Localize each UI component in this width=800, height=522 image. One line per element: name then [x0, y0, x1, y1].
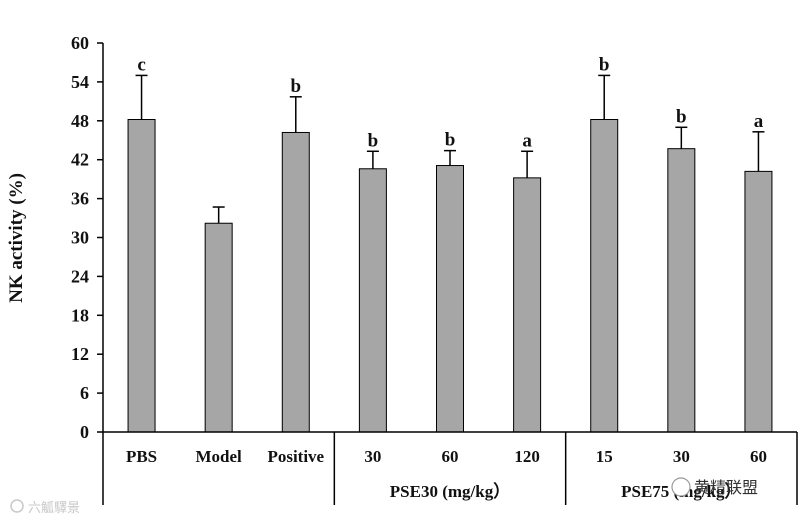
- significance-label: b: [445, 130, 456, 151]
- x-group-label: PSE30 (mg/kg）: [390, 481, 510, 501]
- y-tick-label: 12: [71, 344, 89, 364]
- watermark-right: 黄精联盟: [671, 477, 758, 497]
- watermark-left-text: 六觚驛景: [28, 501, 80, 516]
- bar: [590, 119, 619, 433]
- x-tick-label: 60: [442, 447, 459, 466]
- bar: [667, 148, 696, 433]
- y-tick-label: 48: [71, 111, 89, 131]
- bar: [204, 222, 233, 433]
- x-axis: PBS Model Positive 30 60 120 15 30 60 PSE30 (mg/k…: [102, 431, 798, 505]
- x-tick-label: PBS: [126, 447, 157, 466]
- y-axis: 0 6 12 18 24 30 36 42 48 54 60: [71, 33, 104, 442]
- significance-label: a: [522, 130, 532, 151]
- y-tick-label: 30: [71, 228, 89, 248]
- x-tick-label: 30: [673, 447, 690, 466]
- wechat-logo-icon: [671, 477, 691, 497]
- bar: [744, 170, 773, 433]
- y-tick-label: 24: [71, 266, 89, 286]
- significance-label: b: [368, 130, 379, 151]
- significance-label: b: [290, 76, 301, 97]
- bar: [358, 168, 387, 433]
- y-tick-label: 6: [80, 383, 89, 403]
- watermark-left: 六觚驛景: [10, 499, 80, 516]
- y-axis-label: NK activity (%): [6, 173, 27, 303]
- significance-label: c: [137, 54, 145, 75]
- watermark-logo-icon: [10, 499, 24, 513]
- y-tick-label: 42: [71, 150, 89, 170]
- x-tick-label: Model: [196, 447, 243, 466]
- x-tick-label: 15: [596, 447, 613, 466]
- y-tick-label: 54: [71, 72, 89, 92]
- x-tick-label: 60: [750, 447, 767, 466]
- significance-label: b: [599, 54, 610, 75]
- y-tick-label: 18: [71, 305, 89, 325]
- bar: [281, 131, 310, 433]
- y-tick-label: 36: [71, 189, 89, 209]
- y-tick-label: 60: [71, 33, 89, 53]
- bar: [127, 119, 156, 433]
- bar: [513, 177, 542, 433]
- significance-label: a: [754, 111, 764, 132]
- y-tick-label: 0: [80, 422, 89, 442]
- watermark-right-text: 黄精联盟: [694, 478, 758, 497]
- x-tick-label: 30: [364, 447, 381, 466]
- x-tick-label: Positive: [267, 447, 324, 466]
- x-tick-label: 120: [514, 447, 540, 466]
- significance-label: b: [676, 106, 687, 127]
- bars: c b b b a b b a: [127, 54, 773, 433]
- bar: [436, 165, 464, 433]
